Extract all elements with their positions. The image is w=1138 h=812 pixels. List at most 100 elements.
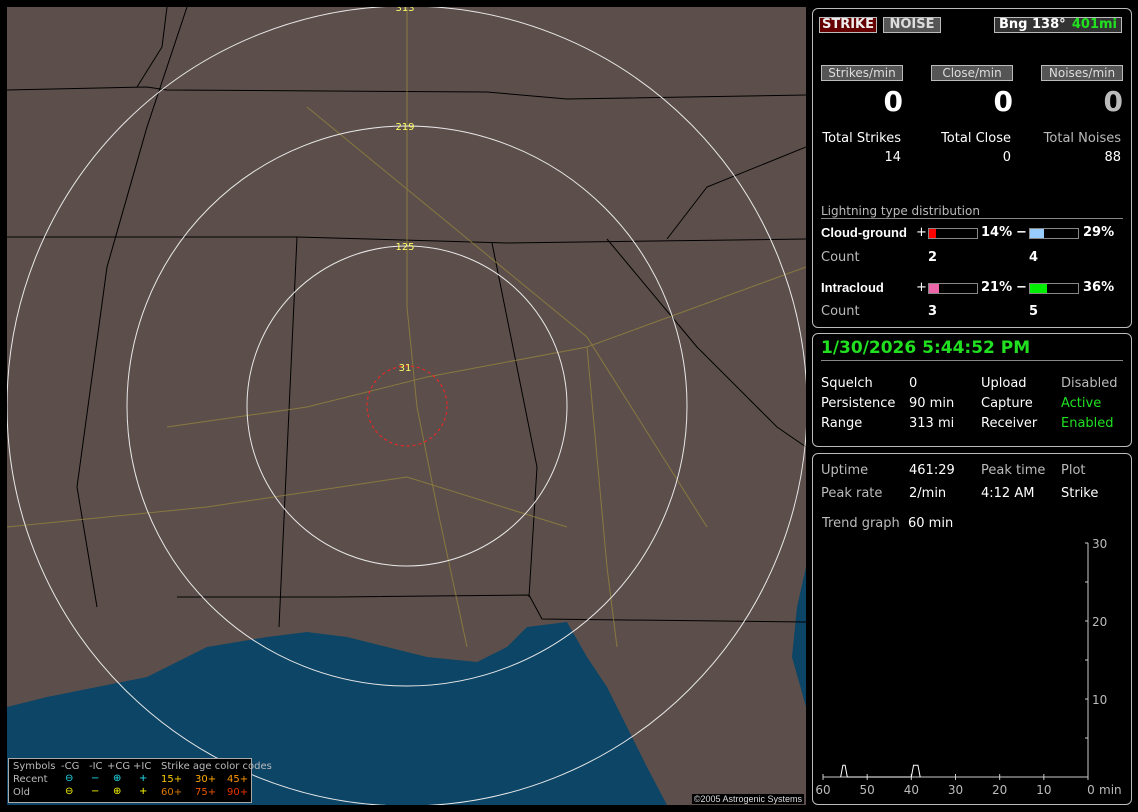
strike-button[interactable]: STRIKE [819,17,877,33]
x-tick-label: 20 [992,783,1007,797]
total-close: 0 [1002,150,1011,165]
status-v1: 313 mi [909,416,955,431]
y-tick-label: 30 [1092,537,1107,551]
plot-label: Plot [1061,463,1086,478]
ic-pos-bar [928,283,978,294]
peak-rate: 2/min [909,486,947,501]
x-tick-label: 60 [815,783,830,797]
ic-neg-sign: − [1016,280,1027,295]
cg-neg-sign: − [1016,225,1027,240]
x-tick-label: 50 [860,783,875,797]
ic-pos-count: 3 [928,304,938,319]
peak-rate-label: Peak rate [821,486,883,501]
ring-label: 125 [395,242,414,253]
total-close-label: Total Close [941,131,1011,146]
highways [7,7,806,648]
status-k1: Persistence [821,396,896,411]
cg-count-label: Count [821,250,860,265]
cg-pos-sign: + [916,225,927,240]
strikes-per-min-label[interactable]: Strikes/min [821,65,903,81]
ring-label: 219 [395,122,414,133]
cg-pos-pct: 14% [981,225,1013,240]
legend-recent: Recent [13,774,48,785]
age-15: 15+ [161,774,183,785]
cg-label: Cloud-ground [821,225,907,240]
status-v2: Enabled [1061,416,1114,431]
recent-neg-cg-symbol: ⊖ [65,773,74,784]
copyright: ©2005 Astrogenic Systems [691,794,804,804]
old-pos-cg-symbol: ⊕ [113,786,122,797]
bearing: Bng 138° [999,17,1066,32]
x-tick-label: 10 [1036,783,1051,797]
ic-pos-pct: 21% [981,280,1013,295]
total-noises: 88 [1104,150,1121,165]
x-tick-label: 0 [1087,783,1095,797]
recent-pos-cg-symbol: ⊕ [113,773,122,784]
close-range-ring [366,365,448,447]
status-k2: Capture [981,396,1033,411]
old-neg-ic-symbol: − [91,786,100,797]
datetime: 1/30/2026 5:44:52 PM [821,338,1123,361]
x-tick-label: 30 [948,783,963,797]
ic-pos-sign: + [916,280,927,295]
distance: 401mi [1071,17,1117,32]
legend-neg-ic: -IC [89,761,103,772]
total-strikes: 14 [884,150,901,165]
close-per-min-label[interactable]: Close/min [931,65,1013,81]
uptime-label: Uptime [821,463,869,478]
legend-old: Old [13,787,30,798]
status-panel: 1/30/2026 5:44:52 PM Squelch 0 Upload Disab… [812,333,1132,447]
age-45: 45+ [227,774,249,785]
noises-per-min: 0 [1103,85,1123,118]
age-60: 60+ [161,787,183,798]
strike-map[interactable]: 31 125 219 313 Symbols -CG -IC +CG +IC S… [7,7,806,805]
cg-pos-count: 2 [928,250,938,265]
noise-button[interactable]: NOISE [883,17,941,33]
y-tick-label: 10 [1092,693,1107,707]
status-v2: Active [1061,396,1102,411]
ic-label: Intracloud [821,280,884,295]
atlantic-water [792,567,806,707]
trend-window[interactable]: 60 min [908,516,954,531]
age-75: 75+ [195,787,217,798]
strikes-per-min: 0 [883,85,903,118]
cg-pos-bar [928,228,978,239]
status-k2: Receiver [981,416,1038,431]
plot-type[interactable]: Strike [1061,486,1099,501]
uptime: 461:29 [909,463,955,478]
trend-line [840,764,921,778]
legend-neg-cg: -CG [61,761,80,772]
recent-neg-ic-symbol: − [91,773,100,784]
legend-symbols-label: Symbols [13,761,56,772]
status-k2: Upload [981,376,1027,391]
close-per-min: 0 [993,85,1013,118]
noises-per-min-label[interactable]: Noises/min [1041,65,1123,81]
status-v2: Disabled [1061,376,1118,391]
trend-label: Trend graph [822,516,900,531]
recent-pos-ic-symbol: + [139,773,148,784]
x-tick-label: 40 [904,783,919,797]
total-noises-label: Total Noises [1043,131,1121,146]
range-ring-125 [246,245,568,567]
ic-neg-count: 5 [1029,304,1039,319]
bearing-readout: Bng 138° 401mi [994,17,1122,33]
ic-neg-pct: 36% [1083,280,1115,295]
cg-neg-count: 4 [1029,250,1039,265]
trend-panel: Uptime 461:29 Peak time Plot Peak rate 2… [812,453,1132,805]
status-v1: 0 [909,376,918,391]
map-legend: Symbols -CG -IC +CG +IC Strike age color… [8,758,272,803]
y-tick-label: 20 [1092,615,1107,629]
old-neg-cg-symbol: ⊖ [65,786,74,797]
peak-time-label: Peak time [981,463,1046,478]
cg-neg-pct: 29% [1083,225,1115,240]
legend-pos-cg: +CG [107,761,131,772]
x-axis-label: min [1099,783,1122,797]
ic-neg-bar [1029,283,1079,294]
map-graphic: 31 125 219 313 [7,7,806,805]
ic-count-label: Count [821,304,860,319]
total-strikes-label: Total Strikes [822,131,901,146]
distribution-title: Lightning type distribution [821,204,1123,219]
legend-pos-ic: +IC [133,761,152,772]
cg-neg-bar [1029,228,1079,239]
range-ring-219 [126,125,688,687]
